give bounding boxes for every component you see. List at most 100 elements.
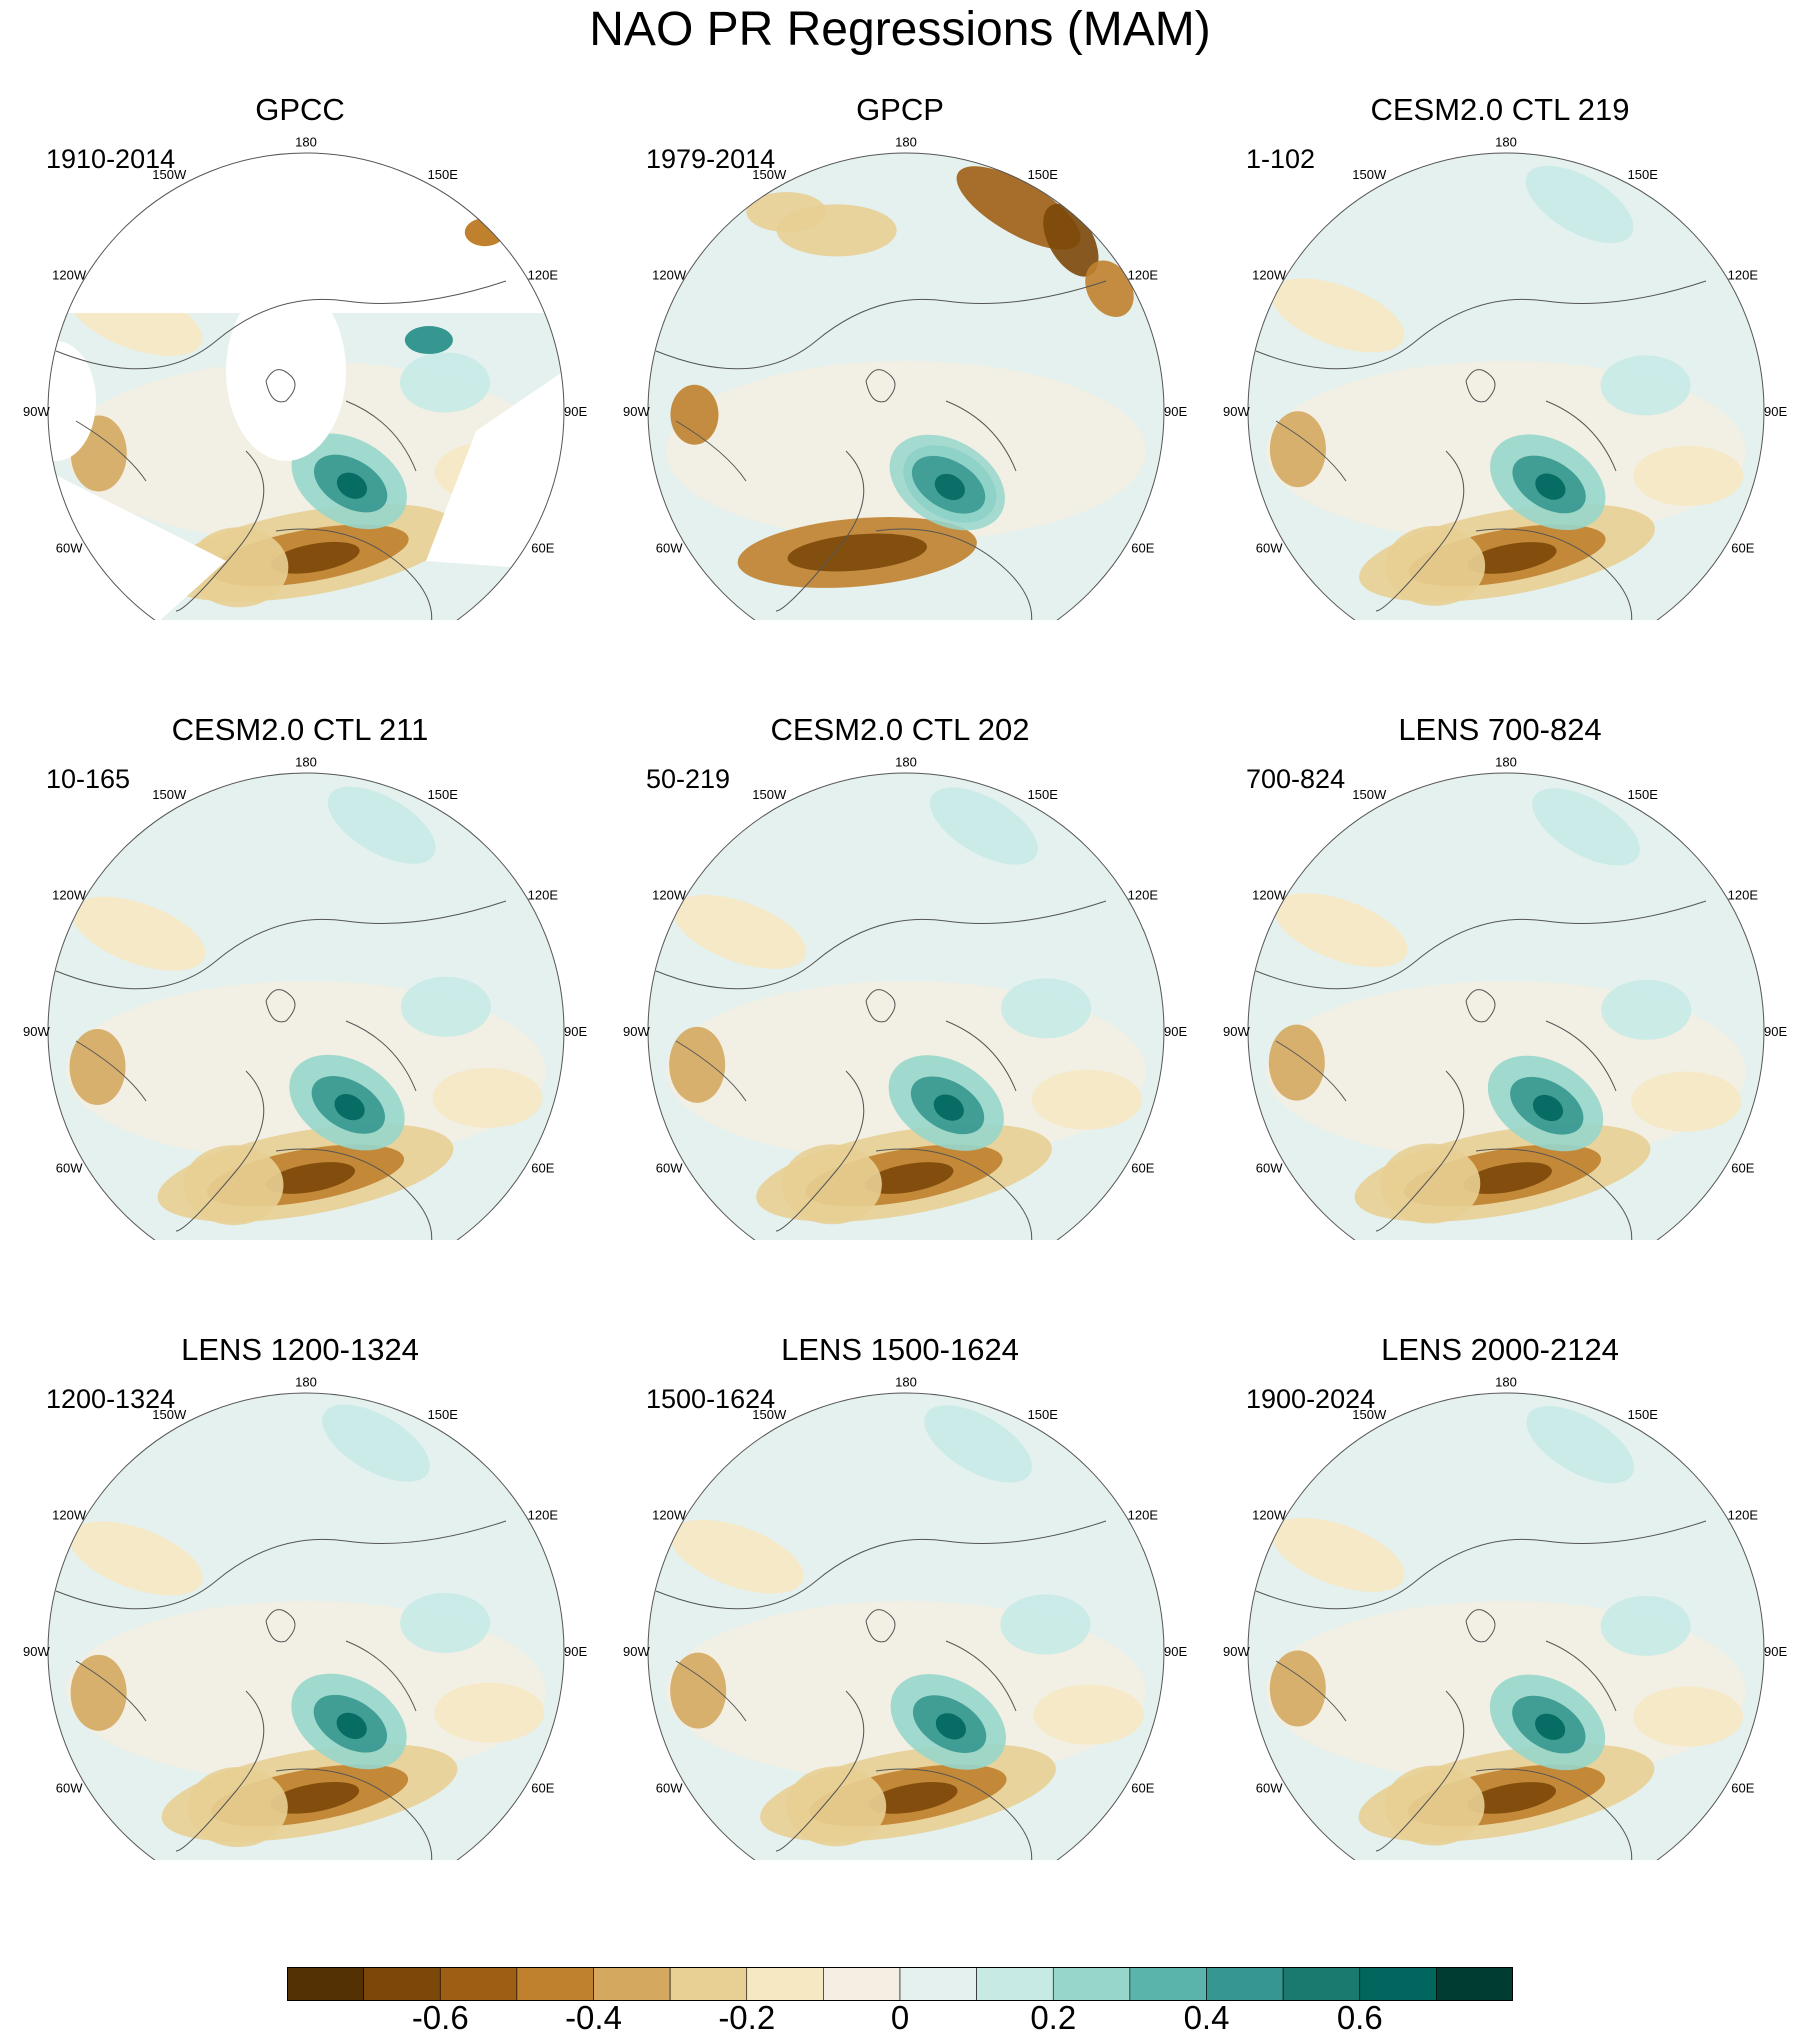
colorbar-segment: [1052, 1967, 1131, 2001]
longitude-label: 150W: [1352, 787, 1387, 802]
map-shading: [1248, 773, 1764, 1240]
colorbar-segment: [363, 1967, 441, 2001]
longitude-label: 60E: [1731, 1781, 1754, 1796]
colorbar-tick-label: 0: [890, 1999, 910, 2036]
longitude-label: 90W: [23, 1024, 50, 1039]
longitude-label: 90W: [623, 1644, 650, 1659]
map-shading: [48, 773, 564, 1240]
longitude-label: 150E: [1028, 787, 1059, 802]
longitude-label: 60W: [1256, 541, 1283, 556]
longitude-label: 150W: [752, 1407, 787, 1422]
map-boundary: [647, 1392, 1165, 1860]
panel-period: 50-219: [646, 764, 731, 794]
map-shading: [648, 153, 1164, 620]
panel-title: GPCP: [856, 92, 944, 127]
longitude-label: 90W: [623, 1024, 650, 1039]
colorbar-segment: [439, 1967, 518, 2001]
longitude-label: 150E: [1628, 1407, 1659, 1422]
longitude-label: 120W: [652, 887, 687, 902]
colorbar-segment: [1359, 1967, 1437, 2001]
polar-map: 180150E120E90E60E30E030W60W90W120W150W: [623, 134, 1187, 620]
longitude-label: 60W: [1256, 1781, 1283, 1796]
longitude-label: 60E: [531, 1781, 554, 1796]
longitude-label: 90W: [23, 404, 50, 419]
colorbar-segment: [899, 1967, 977, 2001]
longitude-label: 150W: [752, 167, 787, 182]
longitude-label: 180: [295, 134, 317, 149]
colorbar-segment: [823, 1967, 901, 2001]
map-boundary: [1247, 1392, 1765, 1860]
longitude-label: 150W: [152, 1407, 187, 1422]
colorbar-segment: [976, 1967, 1054, 2001]
longitude-label: 60W: [56, 1781, 83, 1796]
longitude-label: 180: [895, 754, 917, 769]
map-shading: [48, 153, 564, 620]
longitude-label: 150W: [1352, 1407, 1387, 1422]
coastlines: [55, 280, 507, 620]
longitude-label: 90E: [1764, 404, 1787, 419]
map-boundary: [1247, 772, 1765, 1240]
coastlines: [55, 1520, 507, 1860]
longitude-label: 90W: [23, 1644, 50, 1659]
coastlines: [1255, 1520, 1707, 1860]
polar-map: 180150E120E90E60E30E030W60W90W120W150W: [23, 134, 587, 620]
map-boundary: [647, 152, 1165, 620]
longitude-label: 90E: [564, 1024, 587, 1039]
colorbar-segment: [669, 1967, 748, 2001]
longitude-label: 120W: [52, 1507, 87, 1522]
coastlines: [655, 900, 1107, 1240]
longitude-label: 90E: [564, 404, 587, 419]
longitude-label: 120E: [1128, 1507, 1159, 1522]
longitude-label: 120E: [528, 887, 559, 902]
panel-title: LENS 2000-2124: [1381, 1332, 1619, 1367]
longitude-label: 120E: [1128, 267, 1159, 282]
polar-map: 180150E120E90E60E30E030W60W90W120W150W: [623, 1374, 1187, 1860]
panel-title: LENS 1500-1624: [781, 1332, 1019, 1367]
panel-period: 1910-2014: [46, 144, 176, 174]
map-panel: 180150E120E90E60E30E030W60W90W120W150WCE…: [0, 620, 600, 1240]
polar-map: 180150E120E90E60E30E030W60W90W120W150W: [623, 754, 1187, 1240]
colorbar-segment: [746, 1967, 824, 2001]
longitude-label: 120E: [1728, 887, 1759, 902]
longitude-label: 150E: [428, 787, 459, 802]
longitude-label: 150E: [1628, 167, 1659, 182]
panel-period: 700-824: [1246, 764, 1346, 794]
longitude-label: 150W: [1352, 167, 1387, 182]
figure-title: NAO PR Regressions (MAM): [589, 3, 1211, 56]
longitude-label: 120E: [528, 1507, 559, 1522]
longitude-label: 180: [1495, 754, 1517, 769]
coastlines: [655, 280, 1107, 620]
map-panel: 180150E120E90E60E30E030W60W90W120W150WGP…: [0, 0, 600, 620]
longitude-label: 120W: [652, 1507, 687, 1522]
longitude-label: 180: [895, 134, 917, 149]
map-boundary: [47, 772, 565, 1240]
coastlines: [1255, 280, 1707, 620]
longitude-label: 90W: [1223, 404, 1250, 419]
longitude-label: 90E: [1164, 1024, 1187, 1039]
longitude-label: 60E: [1131, 1161, 1154, 1176]
coastlines: [1255, 900, 1707, 1240]
panel-title: GPCC: [255, 92, 345, 127]
colorbar-tick-label: -0.4: [565, 1999, 622, 2036]
panel-period: 10-165: [46, 764, 131, 794]
longitude-label: 150E: [1028, 1407, 1059, 1422]
longitude-label: 90E: [1164, 1644, 1187, 1659]
colorbar-tick-label: -0.2: [718, 1999, 776, 2036]
longitude-label: 60W: [56, 1161, 83, 1176]
longitude-label: 60E: [531, 1161, 554, 1176]
map-shading: [648, 773, 1164, 1240]
colorbar-tick-label: 0.2: [1030, 1999, 1077, 2036]
longitude-label: 150E: [1628, 787, 1659, 802]
longitude-label: 150E: [428, 1407, 459, 1422]
longitude-label: 120E: [1128, 887, 1159, 902]
colorbar-segment: [516, 1967, 594, 2001]
map-boundary: [47, 152, 565, 620]
longitude-label: 90W: [1223, 1644, 1250, 1659]
longitude-label: 120E: [1728, 1507, 1759, 1522]
polar-map: 180150E120E90E60E30E030W60W90W120W150W: [1223, 134, 1787, 620]
map-panel: 180150E120E90E60E30E030W60W90W120W150WLE…: [600, 1240, 1200, 1860]
longitude-label: 60W: [656, 1781, 683, 1796]
longitude-label: 60E: [531, 541, 554, 556]
map-shading: [48, 1393, 564, 1860]
colorbar-tick-label: -0.6: [411, 1999, 469, 2036]
